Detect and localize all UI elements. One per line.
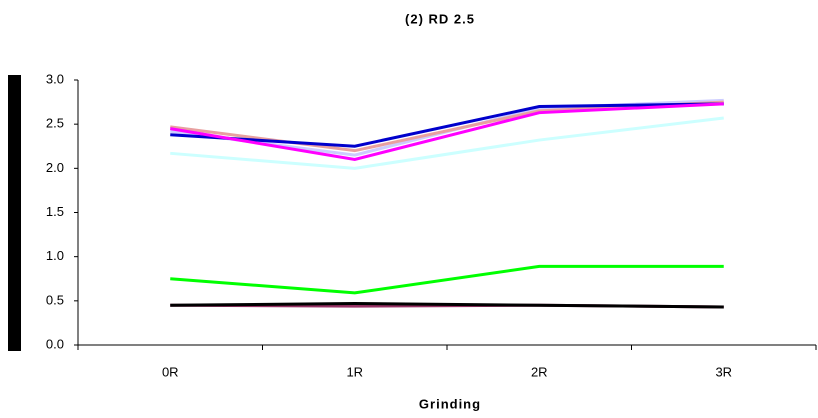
y-tick-label: 2.0 [46, 160, 64, 175]
series-line [170, 102, 724, 148]
y-axis-label-box [8, 75, 21, 351]
y-tick-label: 0.0 [46, 336, 64, 351]
series-line [170, 301, 724, 309]
series-line [170, 264, 724, 295]
x-tick-label: 3R [715, 364, 732, 379]
y-tick-label: 1.0 [46, 248, 64, 263]
x-tick-label: 2R [531, 364, 548, 379]
y-tick-label: 0.5 [46, 292, 64, 307]
y-tick-label: 2.5 [46, 116, 64, 131]
x-tick-label: 1R [346, 364, 363, 379]
x-axis-label: Grinding [419, 396, 481, 411]
chart-title: (2) RD 2.5 [405, 11, 475, 26]
y-tick-label: 3.0 [46, 71, 64, 86]
y-tick-label: 1.5 [46, 204, 64, 219]
x-tick-label: 0R [162, 364, 179, 379]
series-line [170, 102, 724, 162]
series-line [170, 116, 724, 170]
